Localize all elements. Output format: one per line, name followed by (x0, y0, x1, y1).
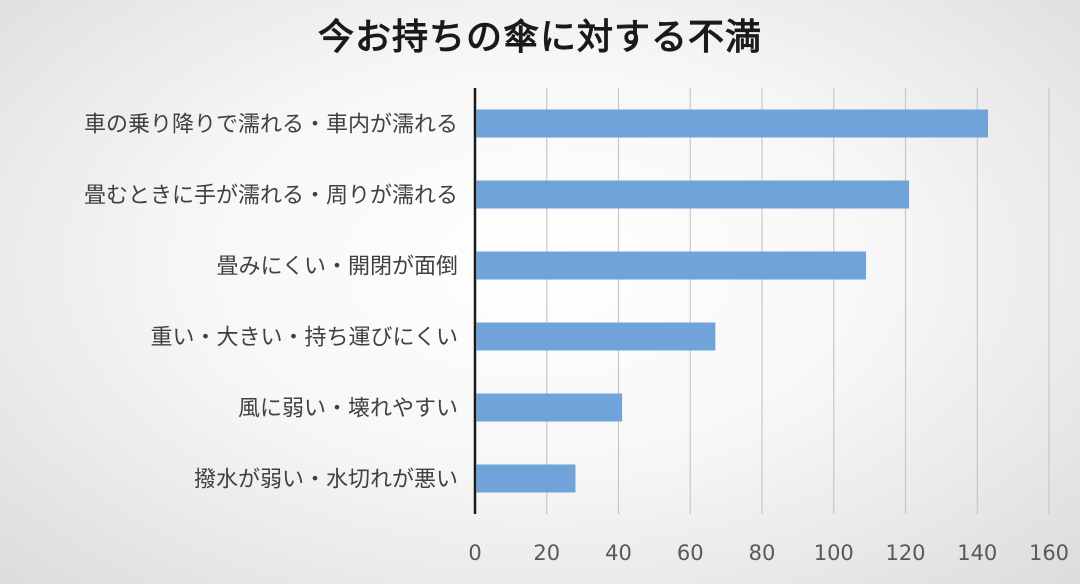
x-tick-label: 20 (533, 541, 560, 565)
category-label: 風に弱い・壊れやすい (238, 397, 458, 422)
x-tick-label: 60 (677, 541, 704, 565)
category-label: 畳むときに手が濡れる・周りが濡れる (84, 184, 458, 209)
x-tick-label: 80 (749, 541, 776, 565)
bar (476, 180, 910, 209)
x-tick-label: 0 (468, 541, 481, 565)
chart-title: 今お持ちの傘に対する不満 (317, 17, 762, 58)
category-label: 畳みにくい・開閉が面倒 (216, 255, 458, 280)
bar (476, 464, 576, 493)
x-tick-label: 100 (814, 541, 854, 565)
x-tick-label: 140 (957, 541, 997, 565)
bar (476, 109, 989, 138)
bar (476, 322, 716, 351)
category-label: 重い・大きい・持ち運びにくい (150, 326, 458, 351)
x-tick-label: 40 (605, 541, 632, 565)
x-tick-label: 160 (1029, 541, 1069, 565)
x-tick-label: 120 (885, 541, 925, 565)
bar (476, 393, 623, 422)
category-label: 撥水が弱い・水切れが悪い (194, 468, 458, 493)
bar (476, 251, 867, 280)
category-label: 車の乗り降りで濡れる・車内が濡れる (84, 113, 458, 138)
